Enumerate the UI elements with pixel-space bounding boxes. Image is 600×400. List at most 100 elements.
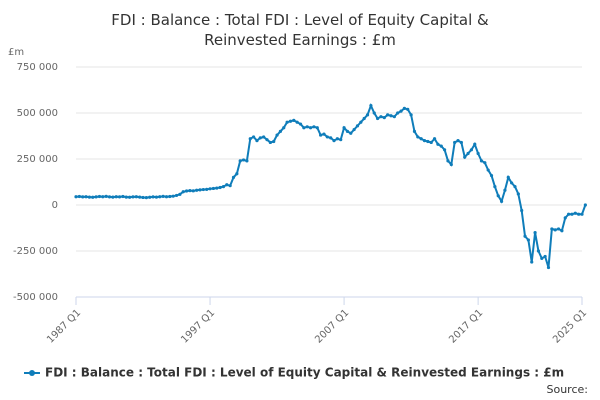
- point: [339, 138, 343, 142]
- point: [195, 188, 199, 192]
- point: [566, 212, 571, 216]
- point: [87, 195, 92, 199]
- point: [489, 173, 494, 178]
- point: [429, 140, 433, 145]
- point: [74, 195, 78, 199]
- point: [174, 193, 179, 198]
- point: [198, 188, 202, 192]
- y-tick-label: 500 000: [17, 108, 58, 119]
- point: [285, 120, 289, 124]
- point: [469, 148, 474, 152]
- y-tick-label: 250 000: [17, 154, 58, 165]
- point: [526, 238, 530, 242]
- point: [362, 116, 366, 121]
- point: [84, 195, 88, 199]
- point: [473, 142, 477, 146]
- point: [252, 135, 256, 139]
- point: [556, 227, 561, 231]
- point: [124, 195, 128, 199]
- point: [453, 140, 457, 145]
- y-tick-label: -500 000: [13, 292, 58, 303]
- point: [543, 254, 547, 259]
- point: [580, 212, 584, 216]
- point: [161, 194, 165, 198]
- point: [262, 135, 266, 139]
- point: [315, 126, 319, 130]
- x-tick-label: 1997 Q1: [179, 307, 217, 345]
- point: [530, 260, 534, 264]
- point: [335, 137, 339, 141]
- point: [479, 159, 484, 163]
- legend-label: FDI : Balance : Total FDI : Level of Equ…: [45, 366, 564, 380]
- point: [483, 161, 487, 165]
- point: [184, 189, 189, 193]
- point: [406, 107, 410, 111]
- point: [386, 113, 390, 117]
- point: [128, 195, 132, 199]
- point: [570, 212, 574, 216]
- point: [238, 159, 242, 163]
- point: [359, 120, 363, 124]
- point: [399, 109, 403, 113]
- point: [302, 126, 306, 130]
- point: [225, 183, 229, 187]
- point: [255, 139, 259, 143]
- y-tick-label: -250 000: [13, 246, 58, 257]
- point: [221, 185, 226, 189]
- point: [114, 195, 118, 199]
- point: [550, 227, 554, 231]
- point: [308, 126, 313, 130]
- point: [208, 187, 212, 191]
- point: [506, 175, 510, 179]
- point: [476, 151, 480, 156]
- point: [144, 196, 148, 200]
- point: [382, 116, 386, 120]
- point: [459, 140, 463, 145]
- point: [496, 194, 500, 198]
- point: [389, 114, 393, 118]
- point: [416, 135, 420, 139]
- point: [513, 185, 517, 189]
- point: [141, 195, 145, 200]
- point: [107, 195, 112, 199]
- point: [553, 228, 557, 232]
- point: [121, 194, 125, 199]
- point: [201, 187, 205, 192]
- point: [372, 111, 376, 115]
- point: [241, 158, 246, 162]
- point: [101, 195, 105, 199]
- point: [188, 189, 192, 193]
- point: [540, 256, 544, 260]
- point: [369, 104, 373, 108]
- point: [456, 139, 460, 143]
- point: [191, 189, 195, 193]
- point: [419, 137, 423, 141]
- point: [131, 195, 135, 199]
- point: [463, 155, 467, 159]
- point: [322, 132, 326, 136]
- point: [499, 199, 504, 203]
- point: [298, 122, 303, 126]
- point: [436, 142, 440, 146]
- source: Source:: [547, 383, 589, 396]
- point: [412, 129, 417, 133]
- series-line: [75, 102, 587, 268]
- point: [375, 116, 380, 121]
- point: [211, 186, 215, 191]
- point: [148, 195, 152, 199]
- point: [563, 216, 567, 220]
- point: [117, 195, 122, 199]
- point: [77, 194, 81, 199]
- x-tick-label: 2025 Q1: [551, 307, 589, 345]
- point: [342, 126, 346, 130]
- point: [516, 192, 520, 196]
- point: [426, 139, 430, 144]
- point: [446, 159, 450, 163]
- point: [258, 136, 262, 140]
- point: [215, 186, 219, 190]
- point: [218, 185, 222, 190]
- point: [523, 234, 527, 238]
- point: [443, 148, 447, 152]
- point: [402, 106, 406, 110]
